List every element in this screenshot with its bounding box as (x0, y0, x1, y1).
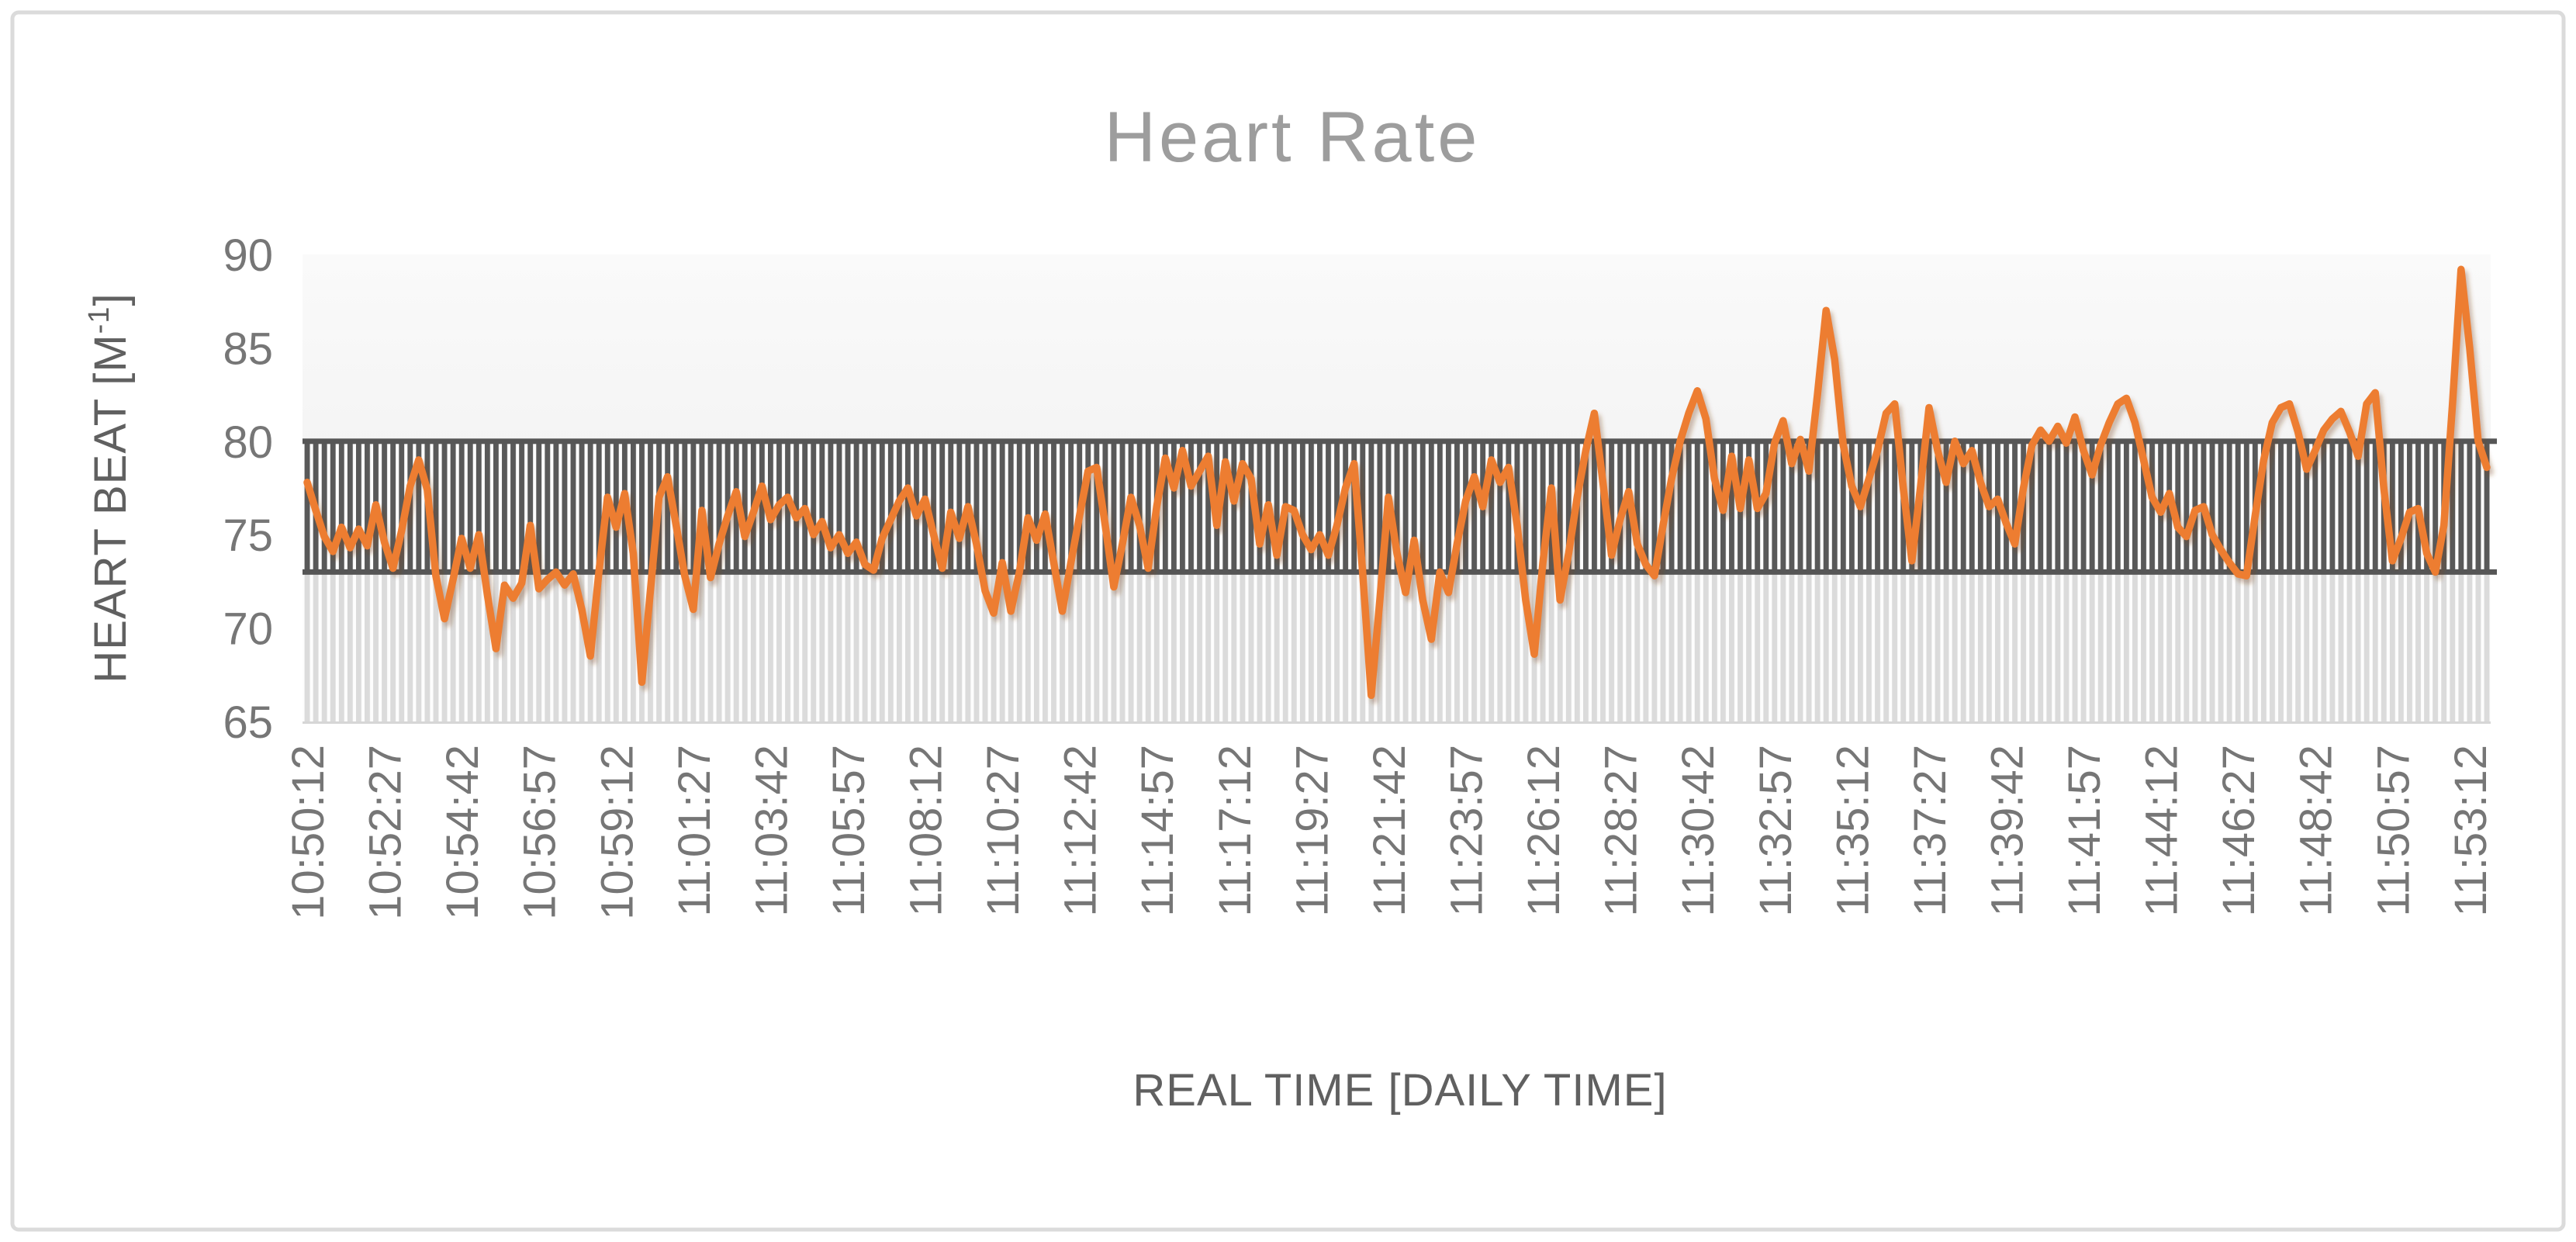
x-axis-title: REAL TIME [DAILY TIME] (1132, 1065, 1667, 1116)
x-tick-label: 10:50:12 (283, 745, 334, 920)
x-tick-label: 11:48:42 (2291, 745, 2342, 916)
heart-rate-line (303, 265, 2491, 700)
chart-title: Heart Rate (1105, 98, 1481, 177)
x-tick-label: 11:53:12 (2446, 745, 2496, 916)
x-tick-label: 11:19:27 (1287, 745, 1337, 916)
y-axis-title: HEART BEAT [M-1] (83, 292, 136, 683)
x-tick-label: 11:14:57 (1132, 745, 1183, 916)
y-axis-title-close: ] (85, 292, 136, 306)
x-tick-label: 11:12:42 (1056, 745, 1106, 916)
x-tick-label: 11:10:27 (978, 745, 1029, 916)
zone-band-top-edge (303, 438, 2497, 445)
x-tick-label: 11:08:12 (901, 745, 952, 916)
x-tick-label: 11:17:12 (1210, 745, 1260, 916)
x-tick-label: 10:59:12 (592, 745, 642, 920)
x-tick-label: 11:44:12 (2137, 745, 2187, 916)
y-axis-title-main: HEART BEAT [M (85, 334, 136, 683)
zone-band-lower-stripes (303, 572, 2491, 721)
x-tick-label: 11:21:42 (1364, 745, 1415, 916)
x-tick-label: 11:03:42 (746, 745, 797, 916)
x-tick-label: 11:26:12 (1519, 745, 1569, 916)
x-tick-label: 11:37:27 (1905, 745, 1955, 916)
x-tick-label: 10:52:27 (361, 745, 411, 920)
x-axis-line (303, 721, 2491, 724)
x-axis-tick-labels: 10:50:12 10:52:27 10:54:42 10:56:57 10:59:12… (283, 745, 2496, 920)
y-tick-label: 80 (223, 417, 273, 468)
x-tick-label: 11:50:57 (2368, 745, 2419, 916)
y-axis-title-superscript: -1 (83, 306, 116, 334)
x-tick-label: 11:35:12 (1827, 745, 1878, 916)
y-tick-label: 85 (223, 323, 273, 374)
x-tick-label: 11:32:57 (1751, 745, 1801, 916)
x-tick-label: 10:56:57 (515, 745, 565, 920)
x-tick-label: 11:28:27 (1596, 745, 1647, 916)
x-tick-label: 11:05:57 (824, 745, 874, 916)
y-tick-label: 90 (223, 230, 273, 281)
x-tick-label: 11:30:42 (1673, 745, 1724, 916)
x-tick-label: 11:23:57 (1442, 745, 1492, 916)
y-tick-label: 65 (223, 697, 273, 748)
x-tick-label: 10:54:42 (437, 745, 488, 920)
y-axis-tick-labels: 90 85 80 75 70 65 (223, 230, 273, 748)
x-tick-label: 11:01:27 (669, 745, 720, 916)
x-tick-label: 11:41:57 (2059, 745, 2110, 916)
x-tick-label: 11:39:42 (1982, 745, 2032, 916)
y-tick-label: 70 (223, 604, 273, 655)
x-tick-label: 11:46:27 (2214, 745, 2264, 916)
y-tick-label: 75 (223, 510, 273, 561)
